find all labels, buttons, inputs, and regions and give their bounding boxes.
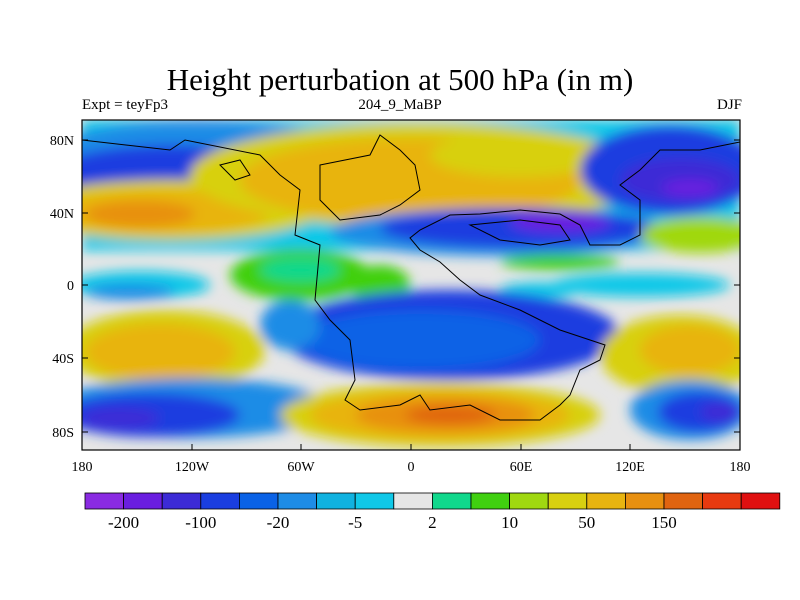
y-tick-label: 40N — [50, 207, 74, 222]
colorbar-label: -5 — [348, 513, 362, 532]
colorbar-label: -100 — [185, 513, 216, 532]
colorbar-swatch — [84, 492, 124, 510]
colorbar-label: 2 — [428, 513, 437, 532]
colorbar-swatch — [238, 492, 279, 510]
period-label: 204_9_MaBP — [358, 97, 442, 113]
colorbar — [84, 492, 781, 510]
colorbar-swatch — [625, 492, 665, 510]
colorbar-label: 150 — [651, 513, 677, 532]
x-tick-label: 0 — [408, 460, 415, 475]
colorbar-swatch — [316, 492, 356, 510]
x-tick-label: 60E — [510, 460, 533, 475]
colorbar-swatch — [547, 492, 588, 510]
y-tick-label: 0 — [67, 279, 74, 294]
y-tick-label: 80S — [52, 426, 74, 441]
colorbar-swatch — [161, 492, 202, 510]
colorbar-swatch — [663, 492, 703, 510]
experiment-label: Expt = teyFp3 — [82, 97, 168, 113]
chart-title: Height perturbation at 500 hPa (in m) — [166, 62, 634, 97]
colorbar-swatch — [431, 492, 472, 510]
colorbar-swatch — [354, 492, 395, 510]
colorbar-labels: -200 -100 -20 -5 2 10 50 150 — [108, 513, 677, 532]
tick-marks — [81, 139, 741, 450]
y-tick-label: 80N — [50, 134, 74, 149]
colorbar-swatch — [277, 492, 317, 510]
colorbar-swatch — [200, 492, 240, 510]
x-tick-label: 180 — [72, 460, 93, 475]
season-label: DJF — [716, 97, 742, 113]
x-tick-label: 180 — [730, 460, 751, 475]
colorbar-swatch — [470, 492, 510, 510]
colorbar-label: 10 — [501, 513, 518, 532]
colorbar-swatch — [702, 492, 742, 510]
contour-field — [82, 120, 740, 450]
colorbar-label: -200 — [108, 513, 139, 532]
y-axis-labels: 80N 40N 0 40S 80S — [50, 134, 74, 441]
x-axis-labels: 180 120W 60W 0 60E 120E 180 — [72, 460, 751, 475]
x-tick-label: 120E — [615, 460, 645, 475]
colorbar-label: 50 — [578, 513, 595, 532]
x-tick-label: 120W — [175, 460, 210, 475]
coastlines — [82, 134, 740, 421]
x-tick-label: 60W — [287, 460, 315, 475]
colorbar-swatch — [393, 492, 433, 510]
colorbar-swatch — [740, 492, 781, 510]
colorbar-swatch — [123, 492, 163, 510]
colorbar-swatch — [586, 492, 626, 510]
colorbar-label: -20 — [267, 513, 290, 532]
y-tick-label: 40S — [52, 352, 74, 367]
colorbar-swatch — [509, 492, 549, 510]
